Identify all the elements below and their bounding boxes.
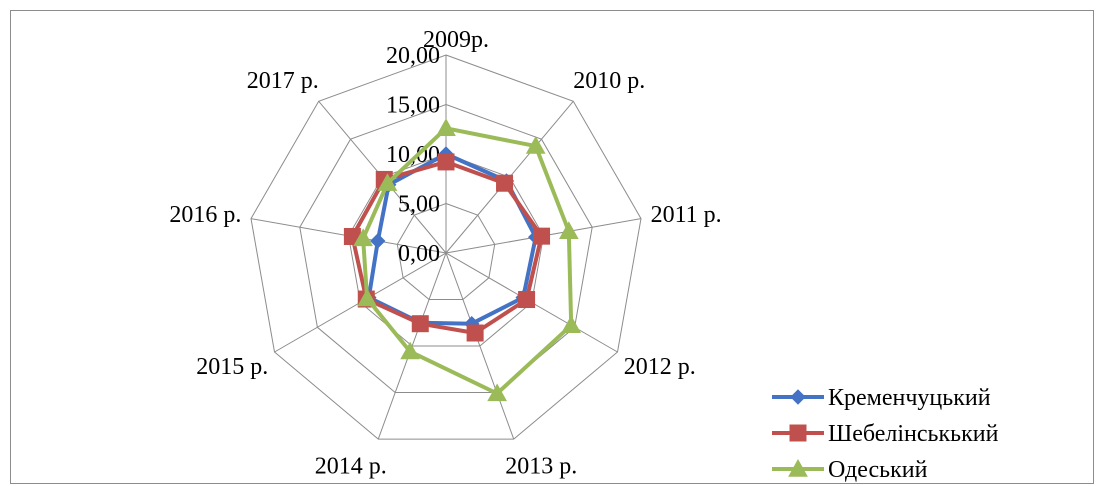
data-point <box>370 233 386 249</box>
legend-label: Шебелінськький <box>828 421 999 447</box>
data-point <box>558 221 579 240</box>
legend-item: Шебелінськький <box>772 421 999 447</box>
data-point <box>533 227 551 245</box>
tick-label: 5,00 <box>398 192 440 218</box>
data-point <box>466 324 484 342</box>
legend-label: Одеський <box>828 457 928 483</box>
data-point <box>790 389 806 405</box>
category-label: 2013 р. <box>505 453 577 479</box>
data-point <box>561 315 582 333</box>
legend-item: Кременчуцький <box>772 385 991 411</box>
data-point <box>788 458 808 477</box>
tick-label: 15,00 <box>386 93 440 119</box>
grid-ring <box>347 153 545 347</box>
tick-label: 0,00 <box>398 241 440 267</box>
legend: Кременчуцький Шебелінськький Одеський <box>772 385 999 483</box>
data-point <box>436 118 456 136</box>
grid-spoke <box>445 252 515 440</box>
data-point <box>353 228 373 247</box>
legend-item: Одеський <box>772 457 928 483</box>
category-label: 2015 р. <box>196 354 268 380</box>
legend-label: Кременчуцький <box>828 385 991 411</box>
category-label: 2014 р. <box>315 453 387 479</box>
category-label: 2017 р. <box>247 68 319 94</box>
data-point <box>496 174 514 192</box>
data-point <box>377 173 398 191</box>
data-point <box>437 153 455 171</box>
series-line <box>361 126 574 396</box>
data-point <box>357 288 377 307</box>
data-point <box>789 424 807 442</box>
series-triangle <box>353 118 582 402</box>
data-point <box>400 341 420 360</box>
data-point <box>487 383 507 402</box>
category-label: 2009р. <box>423 27 489 53</box>
data-point <box>525 136 546 154</box>
series-line <box>350 159 544 335</box>
data-point <box>518 291 536 309</box>
category-label: 2012 р. <box>624 354 696 380</box>
category-label: 2016 р. <box>169 202 241 228</box>
category-label: 2011 р. <box>651 202 722 228</box>
data-point <box>411 315 429 333</box>
grid-ring <box>396 202 496 300</box>
grid-ring <box>299 103 593 393</box>
category-label: 2010 р. <box>573 68 645 94</box>
grid-ring <box>250 54 642 440</box>
category-labels: 2009р. 2010 р. 2011 р. 2012 р. 2013 р. 2014 р… <box>169 27 721 479</box>
radar-grid <box>250 54 642 440</box>
chart-frame <box>10 10 1094 484</box>
tick-label: 20,00 <box>386 43 440 69</box>
